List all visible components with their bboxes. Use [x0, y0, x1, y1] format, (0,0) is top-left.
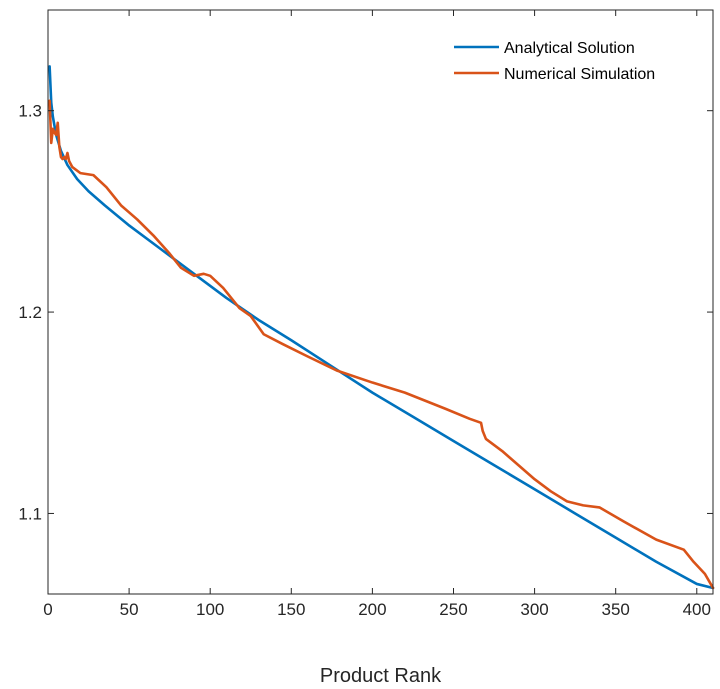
x-tick-label: 250 [439, 600, 467, 619]
x-tick-label: 400 [683, 600, 711, 619]
legend-label-analytical-solution: Analytical Solution [504, 40, 635, 57]
x-tick-label: 100 [196, 600, 224, 619]
series-line-numerical-simulation [48, 99, 715, 590]
x-tick-label: 50 [120, 600, 139, 619]
legend-label-numerical-simulation: Numerical Simulation [504, 66, 655, 83]
plot-area [48, 10, 713, 594]
legend: Analytical Solution Numerical Simulation [454, 40, 655, 83]
x-tick-label: 350 [601, 600, 629, 619]
series-layer [48, 65, 715, 590]
x-axis-label: Product Rank [320, 665, 442, 687]
y-tick-label: 1.3 [18, 102, 42, 121]
y-tick-label: 1.1 [18, 504, 42, 523]
x-tick-label: 150 [277, 600, 305, 619]
axes-box [47, 9, 714, 595]
x-tick-label: 300 [520, 600, 548, 619]
x-tick-label: 0 [43, 600, 52, 619]
y-tick-label: 1.2 [18, 303, 42, 322]
x-tick-label: 200 [358, 600, 386, 619]
axes-layer: 0 50 100 150 200 250 300 350 400 1.1 1.2 1.3 [18, 9, 714, 619]
